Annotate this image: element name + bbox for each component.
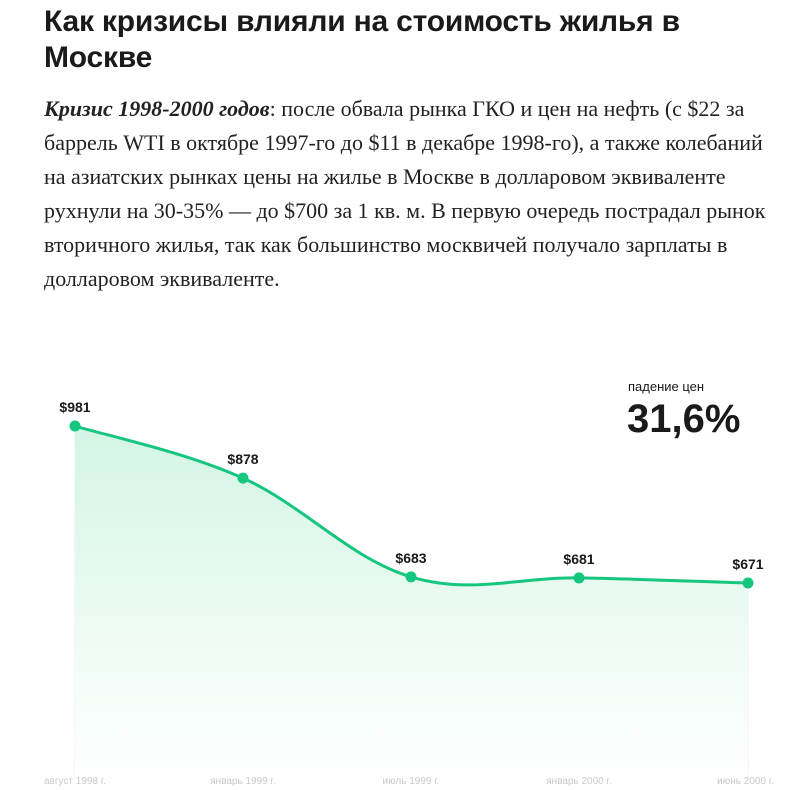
article-paragraph: Кризис 1998-2000 годов: после обвала рын…	[44, 92, 784, 296]
data-point	[405, 571, 417, 583]
data-label: $878	[227, 451, 258, 467]
price-chart: $981 $878 $683 $681 $671 август 1998 г. январ…	[0, 340, 812, 790]
data-point	[69, 420, 81, 432]
data-label: $683	[395, 550, 426, 566]
area-fill	[75, 426, 748, 780]
article-title: Как кризисы влияли на стоимость жилья в …	[44, 5, 680, 74]
x-tick-label: август 1998 г.	[44, 776, 106, 787]
x-tick-label: январь 1999 г.	[210, 776, 275, 787]
x-tick-label: июль 1999 г.	[383, 776, 440, 787]
price-drop-value: 31,6%	[627, 397, 740, 441]
price-drop-caption: падение цен	[628, 379, 704, 394]
x-tick-label: июнь 2000 г.	[717, 776, 774, 787]
data-point	[573, 572, 585, 584]
paragraph-lead: Кризис 1998-2000 годов	[44, 96, 270, 121]
paragraph-body: : после обвала рынка ГКО и цен на нефть …	[44, 96, 766, 291]
data-point	[237, 472, 249, 484]
data-label: $671	[732, 556, 763, 572]
data-point	[742, 577, 754, 589]
chart-svg: $981 $878 $683 $681 $671 август 1998 г. январ…	[44, 379, 774, 787]
data-label: $981	[59, 399, 90, 415]
x-tick-label: январь 2000 г.	[546, 776, 611, 787]
data-label: $681	[563, 551, 594, 567]
